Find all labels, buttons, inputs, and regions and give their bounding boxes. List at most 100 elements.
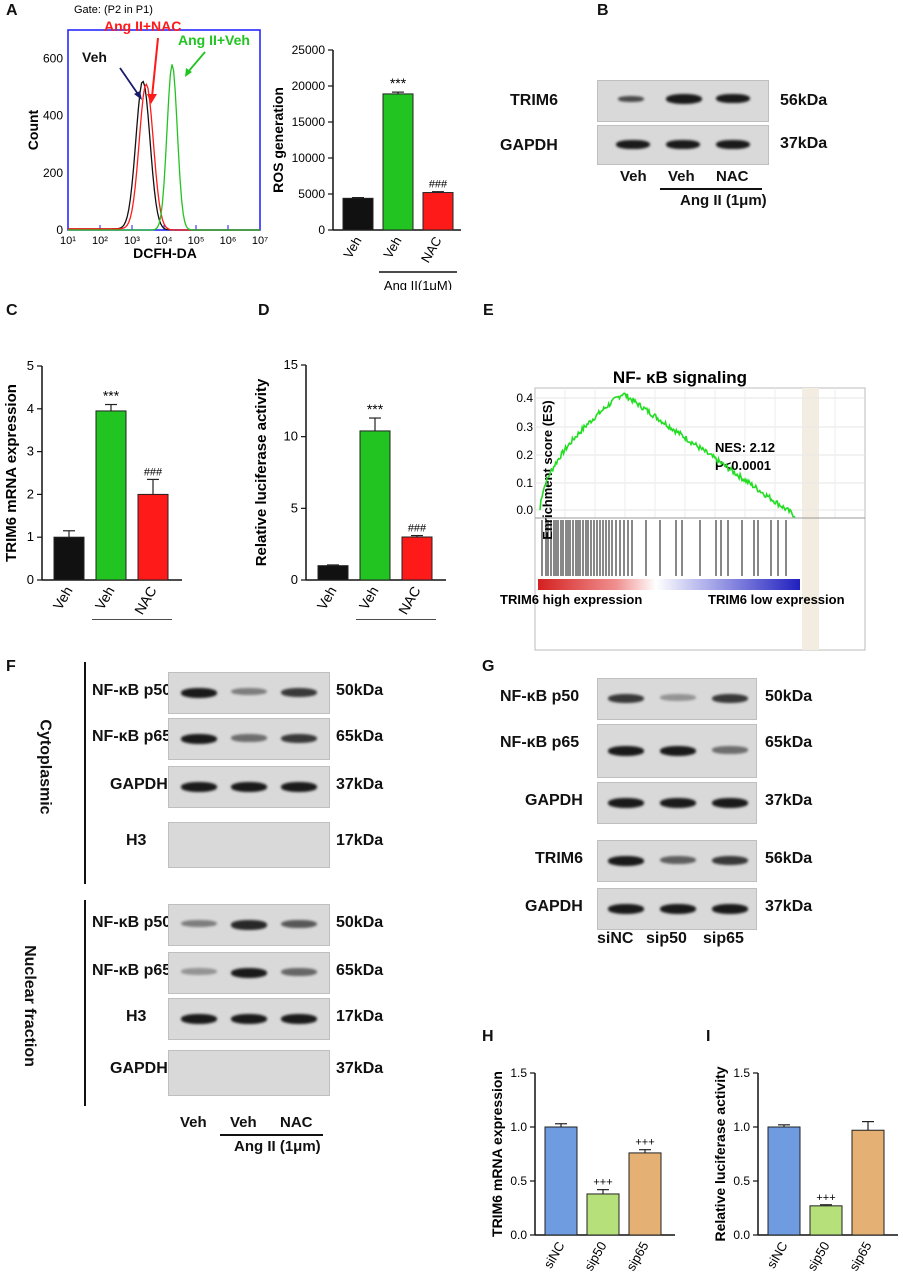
y-tick-label: 0.5	[510, 1174, 527, 1188]
f-cyto-row-label: NF-κB p50	[92, 682, 172, 699]
category-label: sip65	[623, 1239, 652, 1273]
significance-label: ***	[103, 388, 120, 404]
blot-g-row-4	[597, 888, 757, 930]
flow-ylabel: Count	[25, 109, 41, 150]
bar	[422, 192, 454, 231]
blot-f-cyto-row-0	[168, 672, 330, 714]
f-cyto-row-label: H3	[126, 832, 147, 849]
bar	[628, 1152, 662, 1236]
y-tick-label: 1.0	[733, 1120, 750, 1134]
gsea-enrichment-curve	[539, 392, 796, 519]
y-tick-label: 5	[291, 500, 298, 515]
y-tick-label: 1.5	[733, 1066, 750, 1080]
y-tick-label: 0.0	[733, 1228, 750, 1242]
flow-x-tick-label: 10⁷	[252, 235, 268, 247]
b-row-label-trim6: TRIM6	[510, 92, 558, 109]
g-row-label-1: NF-κB p65	[500, 734, 580, 751]
bar	[401, 536, 433, 581]
y-tick-label: 0.5	[733, 1174, 750, 1188]
panel-letter-d: D	[258, 302, 270, 319]
significance-label: ###	[429, 179, 448, 191]
y-tick-label: 0.0	[510, 1228, 527, 1242]
f-lane-2: Veh	[230, 1114, 257, 1131]
arrow-angveh	[187, 51, 206, 73]
y-tick-label: 4	[27, 401, 34, 416]
f-lane-1: Veh	[180, 1114, 207, 1131]
bar	[342, 197, 374, 231]
blot-f-cyto-row-3	[168, 822, 330, 868]
gsea-pval: P<0.0001	[715, 458, 771, 473]
gsea-y-tick-label: 0.2	[516, 448, 533, 462]
g-row-label-0: NF-κB p50	[500, 688, 580, 705]
g-lane-1: siNC	[597, 930, 634, 947]
b-group-line	[660, 188, 762, 190]
f-nuc-kda: 17kDa	[336, 1008, 384, 1025]
flow-curve-ang-nac	[68, 82, 260, 231]
y-axis-label: Relative luciferase activity	[253, 378, 270, 566]
bar	[137, 493, 169, 581]
significance-label: ***	[390, 75, 407, 91]
f-nuc-bracket	[84, 900, 86, 1106]
f-cyto-bracket	[84, 662, 86, 884]
category-label: Veh	[92, 584, 118, 613]
gsea-right-label: TRIM6 low expression	[708, 592, 845, 607]
g-kda-4: 37kDa	[765, 898, 813, 915]
g-row-label-3: TRIM6	[535, 850, 583, 867]
flow-gate-label: Gate: (P2 in P1)	[74, 4, 153, 16]
category-label: NAC	[418, 234, 445, 265]
blot-g-row-1	[597, 724, 757, 778]
f-cyto-row-label: GAPDH	[110, 776, 168, 793]
ros-bar-chart: 0 5000 10000 15000 20000 25000 ROS generation V…	[270, 43, 461, 290]
blot-f-nuc-row-3	[168, 1050, 330, 1096]
category-label: sip50	[581, 1239, 610, 1273]
significance-label: +++	[816, 1192, 835, 1204]
b-lane-1: Veh	[620, 168, 647, 185]
flow-curve-veh	[68, 80, 260, 231]
y-tick-label: 20000	[292, 79, 326, 93]
arrow-veh	[119, 67, 141, 98]
f-cyto-kda: 50kDa	[336, 682, 384, 699]
b-lane-3: NAC	[716, 168, 749, 185]
panel-letter-c: C	[6, 302, 18, 319]
f-nuc-row-label: GAPDH	[110, 1060, 168, 1077]
luciferase-bar-chart-i: 0.0 0.5 1.0 1.5 Relative luciferase activity…	[712, 1066, 898, 1273]
f-nuc-row-label: NF-κB p50	[92, 914, 172, 931]
y-tick-label: 1	[27, 529, 34, 544]
g-kda-1: 65kDa	[765, 734, 813, 751]
blot-f-nuc-row-1	[168, 952, 330, 994]
y-tick-label: 15	[284, 357, 298, 372]
g-row-label-2: GAPDH	[525, 792, 583, 809]
gsea-rank-gradient	[538, 579, 800, 590]
y-tick-label: 2	[27, 486, 34, 501]
flow-x-tick-label: 10²	[92, 235, 108, 247]
f-nuclear-label: Nuclear fraction	[20, 945, 38, 1067]
gsea-shade	[802, 388, 819, 650]
bar	[809, 1205, 843, 1236]
trim6-mrna-bar-chart: 0 1 2 3 4 5 TRIM6 mRNA expression Veh *** Veh ### N…	[3, 358, 182, 620]
flow-curve-ang-veh	[68, 64, 260, 231]
category-label: Veh	[356, 584, 382, 613]
y-tick-label: 1.0	[510, 1120, 527, 1134]
bar	[586, 1193, 620, 1236]
b-kda-trim6: 56kDa	[780, 92, 828, 109]
significance-label: ###	[408, 523, 427, 535]
y-tick-label: 0	[27, 572, 34, 587]
f-cyto-row-label: NF-κB p65	[92, 728, 172, 745]
category-label: Veh	[340, 234, 364, 261]
gsea-y-tick-label: 0.1	[516, 476, 533, 490]
blot-b-trim6	[597, 80, 769, 122]
g-lane-2: sip50	[646, 930, 687, 947]
bar	[544, 1126, 578, 1236]
blot-f-cyto-row-2	[168, 766, 330, 808]
flow-x-tick-label: 10⁶	[220, 235, 237, 247]
f-nuc-kda: 65kDa	[336, 962, 384, 979]
luciferase-bar-chart-d: 0 5 10 15 Relative luciferase activity Veh ***…	[253, 357, 446, 620]
f-cyto-label: Cytoplasmic	[36, 719, 54, 815]
gsea-enrichment-plot: NF- κB signaling Enrichment score (ES) 0…	[500, 368, 866, 651]
blot-g-row-2	[597, 782, 757, 824]
category-label: Veh	[380, 234, 404, 261]
y-tick-label: 10	[284, 429, 298, 444]
category-label: NAC	[131, 584, 160, 618]
flow-label-angveh: Ang II+Veh	[178, 32, 250, 48]
gsea-hit-lines	[541, 520, 787, 576]
